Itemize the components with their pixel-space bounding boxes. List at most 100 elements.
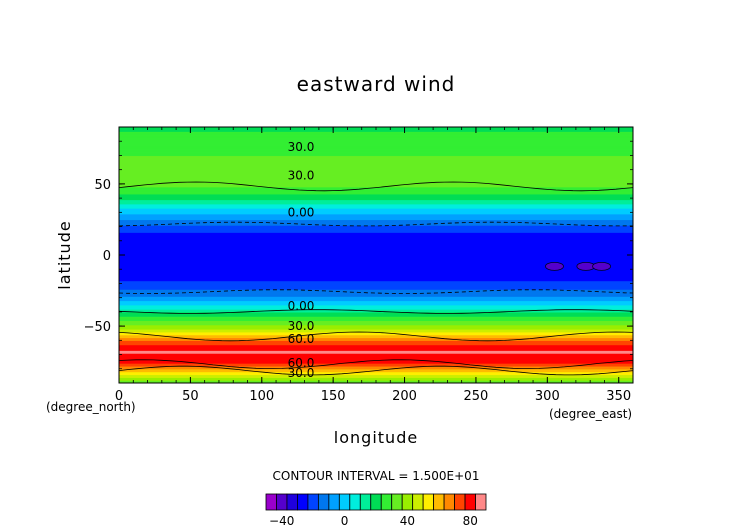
colorbar-swatch: [349, 493, 361, 511]
contour-band: [119, 337, 633, 340]
colorbar-swatch: [297, 493, 309, 511]
colorbar-tick-label: 40: [400, 514, 415, 528]
contour-band: [119, 293, 633, 296]
contour-band: [119, 277, 633, 280]
x-axis-label: longitude: [334, 428, 418, 447]
contour-band: [119, 323, 633, 326]
contour-band: [119, 297, 633, 300]
y-tick-label: 50: [94, 178, 111, 193]
contour-band: [119, 216, 633, 219]
contour-band: [119, 289, 633, 292]
contour-band: [119, 142, 633, 145]
contour-band: [119, 166, 633, 169]
contour-band: [119, 202, 633, 205]
colorbar-swatch: [276, 493, 288, 511]
contour-band: [119, 185, 633, 188]
contour-line: [119, 359, 633, 369]
contour-band: [119, 336, 633, 339]
contour-band: [119, 296, 633, 299]
contour-band: [119, 189, 633, 192]
contour-band: [119, 188, 633, 191]
contour-band: [119, 321, 633, 324]
contour-band: [119, 256, 633, 259]
y-axis-label: latitude: [55, 220, 74, 289]
contour-band: [119, 192, 633, 195]
contour-band: [119, 371, 633, 374]
contour-label: 30.0: [288, 319, 315, 333]
contour-band: [119, 245, 633, 248]
contour-line: [119, 181, 633, 192]
contour-band: [119, 176, 633, 179]
contour-band: [119, 316, 633, 319]
colorbar-swatch: [370, 493, 382, 511]
contour-band: [119, 272, 633, 275]
contour-band: [119, 218, 633, 221]
x-axis: 0 50 100 150 200 250 300 350: [115, 127, 634, 404]
contour-band: [119, 361, 633, 364]
colorbar-tick-label: 0: [341, 514, 349, 528]
contour-line: [119, 331, 633, 342]
contour-band: [119, 249, 633, 252]
contour-band: [119, 378, 633, 381]
colorbar-swatch: [286, 493, 298, 511]
wind-minimum: [592, 261, 611, 271]
contour-band: [119, 283, 633, 286]
contour-lines: [119, 181, 633, 376]
contour-band: [119, 183, 633, 186]
x-tick-label: 0: [115, 389, 123, 404]
colorbar-swatch: [265, 493, 277, 511]
colorbar-swatch: [328, 493, 340, 511]
contour-band: [119, 149, 633, 152]
contour-band: [119, 169, 633, 172]
contour-band: [119, 210, 633, 213]
contour-label: 0.00: [288, 299, 315, 313]
contour-band: [119, 209, 633, 212]
contour-band: [119, 360, 633, 363]
contour-band: [119, 213, 633, 216]
contour-band: [119, 263, 633, 266]
contour-band: [119, 340, 633, 343]
contour-band: [119, 132, 633, 135]
contour-band: [119, 165, 633, 168]
contour-band: [119, 196, 633, 199]
contour-band: [119, 237, 633, 240]
contour-band: [119, 155, 633, 158]
contour-band: [119, 135, 633, 138]
contour-band: [119, 182, 633, 185]
wind-minimum: [576, 261, 596, 271]
contour-band: [119, 173, 633, 176]
colorbar-tick-label: −40: [269, 514, 294, 528]
y-tick-label: 0: [103, 249, 111, 264]
contour-band: [119, 290, 633, 293]
contour-band: [119, 309, 633, 312]
contour-line: [119, 221, 633, 227]
contour-band: [119, 287, 633, 290]
colorbar-swatch: [443, 493, 455, 511]
colorbar-swatch: [454, 493, 466, 511]
contour-band: [119, 314, 633, 317]
contour-band: [119, 276, 633, 279]
contour-band: [119, 338, 633, 341]
x-tick-label: 350: [606, 389, 631, 404]
contour-band: [119, 136, 633, 139]
contour-band: [119, 171, 633, 174]
contour-band: [119, 370, 633, 373]
contour-band: [119, 350, 633, 353]
contour-label: 0.00: [288, 205, 315, 219]
contour-band: [119, 299, 633, 302]
contour-band: [119, 151, 633, 154]
contour-band: [119, 306, 633, 309]
contour-band: [119, 373, 633, 376]
contour-label: 30.0: [288, 366, 315, 380]
contour-band: [119, 257, 633, 260]
contour-band: [119, 159, 633, 162]
x-tick-label: 50: [182, 389, 199, 404]
contour-band: [119, 284, 633, 287]
contour-band: [119, 243, 633, 246]
colorbar-swatch: [475, 493, 487, 511]
contour-band: [119, 326, 633, 329]
contour-band: [119, 357, 633, 360]
contour-band: [119, 146, 633, 149]
contour-band: [119, 198, 633, 201]
colorbar-swatch: [380, 493, 393, 511]
